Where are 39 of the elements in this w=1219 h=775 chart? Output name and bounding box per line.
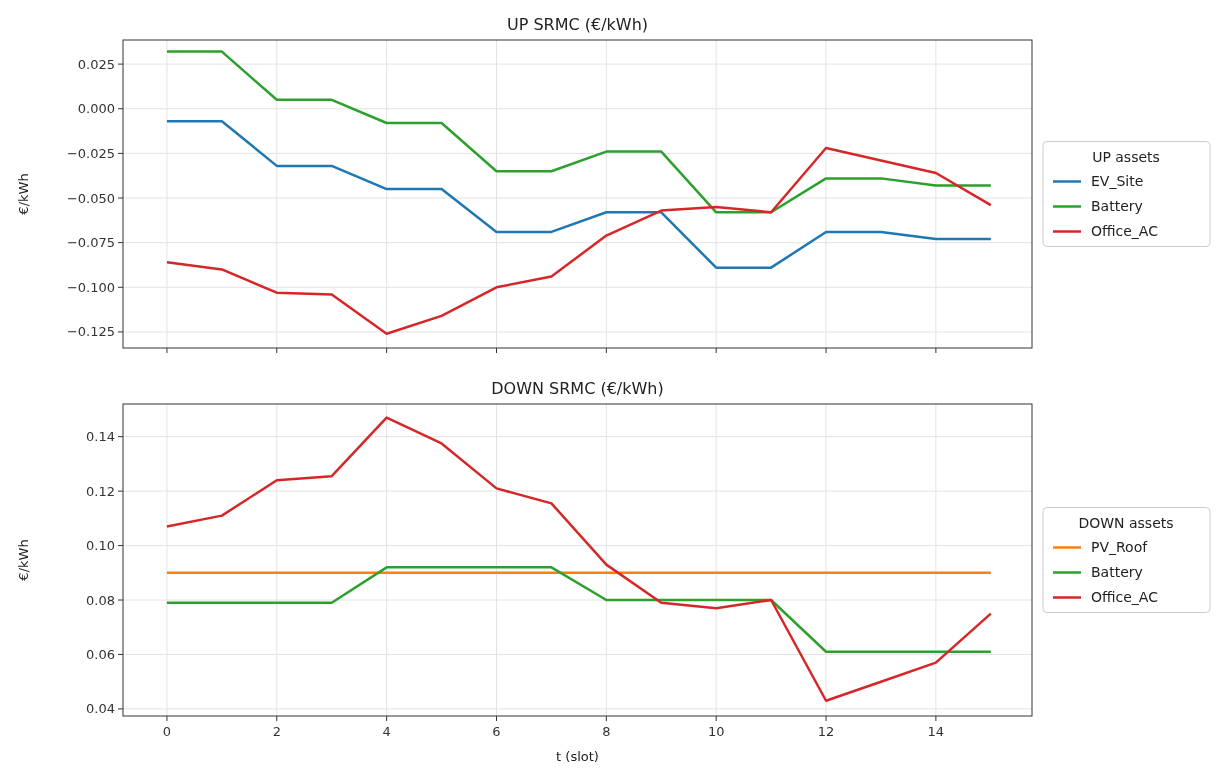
y-tick-label: 0.14 — [86, 429, 115, 445]
y-tick-label: −0.050 — [66, 190, 115, 206]
y-tick-label: 0.025 — [77, 56, 115, 72]
y-tick-label: −0.075 — [66, 235, 115, 251]
x-tick-label: 6 — [492, 724, 501, 739]
y-tick-label: −0.100 — [66, 279, 115, 295]
legend-label: Office_AC — [1091, 589, 1159, 606]
x-tick-label: 12 — [817, 724, 835, 739]
x-tick-label: 14 — [927, 724, 945, 739]
chart-title: DOWN SRMC (€/kWh) — [491, 379, 664, 398]
x-tick-label: 8 — [602, 724, 611, 739]
chart-title: UP SRMC (€/kWh) — [506, 15, 649, 34]
x-axis-title: t (slot) — [556, 749, 599, 764]
y-tick-label: 0.000 — [77, 101, 115, 117]
legend-label: PV_Roof — [1091, 539, 1149, 556]
line-series — [165, 416, 993, 702]
legend-title: DOWN assets — [1078, 514, 1174, 531]
legend-label: Battery — [1091, 564, 1143, 581]
y-tick-label: 0.12 — [86, 483, 115, 499]
y-tick-label: 0.10 — [86, 538, 115, 554]
line-series — [165, 50, 993, 214]
y-tick-label: −0.125 — [66, 324, 115, 340]
legend-label: Battery — [1091, 198, 1143, 215]
x-tick-label: 2 — [272, 724, 281, 739]
x-tick-label: 0 — [162, 724, 172, 739]
x-tick-label: 4 — [382, 724, 391, 739]
y-tick-label: 0.08 — [86, 592, 115, 608]
x-tick-label: 10 — [707, 724, 725, 739]
y-tick-label: 0.04 — [86, 701, 115, 717]
legend-label: EV_Site — [1091, 173, 1144, 190]
line-series — [165, 146, 993, 335]
y-axis-title: €/kWh — [16, 539, 31, 581]
legend-label: Office_AC — [1091, 223, 1159, 240]
line-series — [165, 566, 993, 653]
y-tick-label: 0.06 — [86, 647, 115, 663]
y-tick-label: −0.025 — [66, 145, 115, 161]
line-series — [165, 119, 993, 269]
y-axis-title: €/kWh — [16, 173, 31, 215]
legend-title: UP assets — [1092, 148, 1160, 165]
